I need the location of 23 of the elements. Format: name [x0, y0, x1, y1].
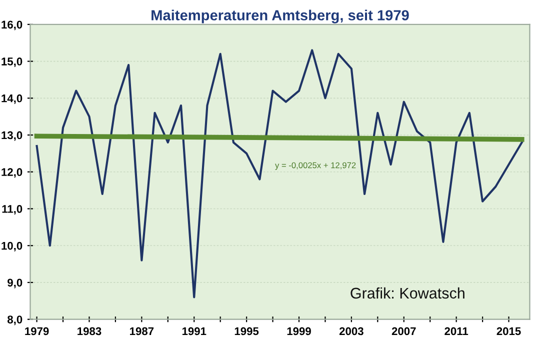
y-tick-label: 13,0 — [2, 131, 22, 141]
x-tick-label: 1983 — [78, 327, 102, 336]
chart-title: Maitemperaturen Amtsberg, seit 1979 — [152, 10, 409, 24]
x-tick-label: 1995 — [234, 327, 259, 336]
y-tick-label: 11,0 — [2, 205, 22, 214]
y-tick-label: 15,0 — [2, 58, 22, 68]
x-tick-label: 1999 — [287, 327, 311, 336]
x-tick-label: 2003 — [339, 327, 364, 336]
y-tick-label: 16,0 — [2, 20, 22, 30]
y-tick-label: 10,0 — [2, 242, 22, 252]
x-tick-label: 1979 — [25, 327, 49, 336]
y-tick-label: 14,0 — [2, 94, 22, 104]
y-tick-label: 9,0 — [8, 278, 22, 288]
x-tick-label: 2011 — [444, 327, 468, 336]
y-tick-label: 8,0 — [8, 316, 22, 326]
x-tick-label: 1987 — [130, 327, 154, 336]
line-series — [36, 49, 523, 298]
annotation: Grafik: Kowatsch — [350, 287, 464, 299]
x-tick-label: 2007 — [392, 327, 416, 336]
y-tick-label: 12,0 — [2, 168, 22, 178]
annotation: y = -0,0025x + 12,972 — [275, 162, 356, 170]
x-tick-label: 2015 — [496, 327, 521, 336]
x-tick-label: 1991 — [182, 327, 206, 336]
